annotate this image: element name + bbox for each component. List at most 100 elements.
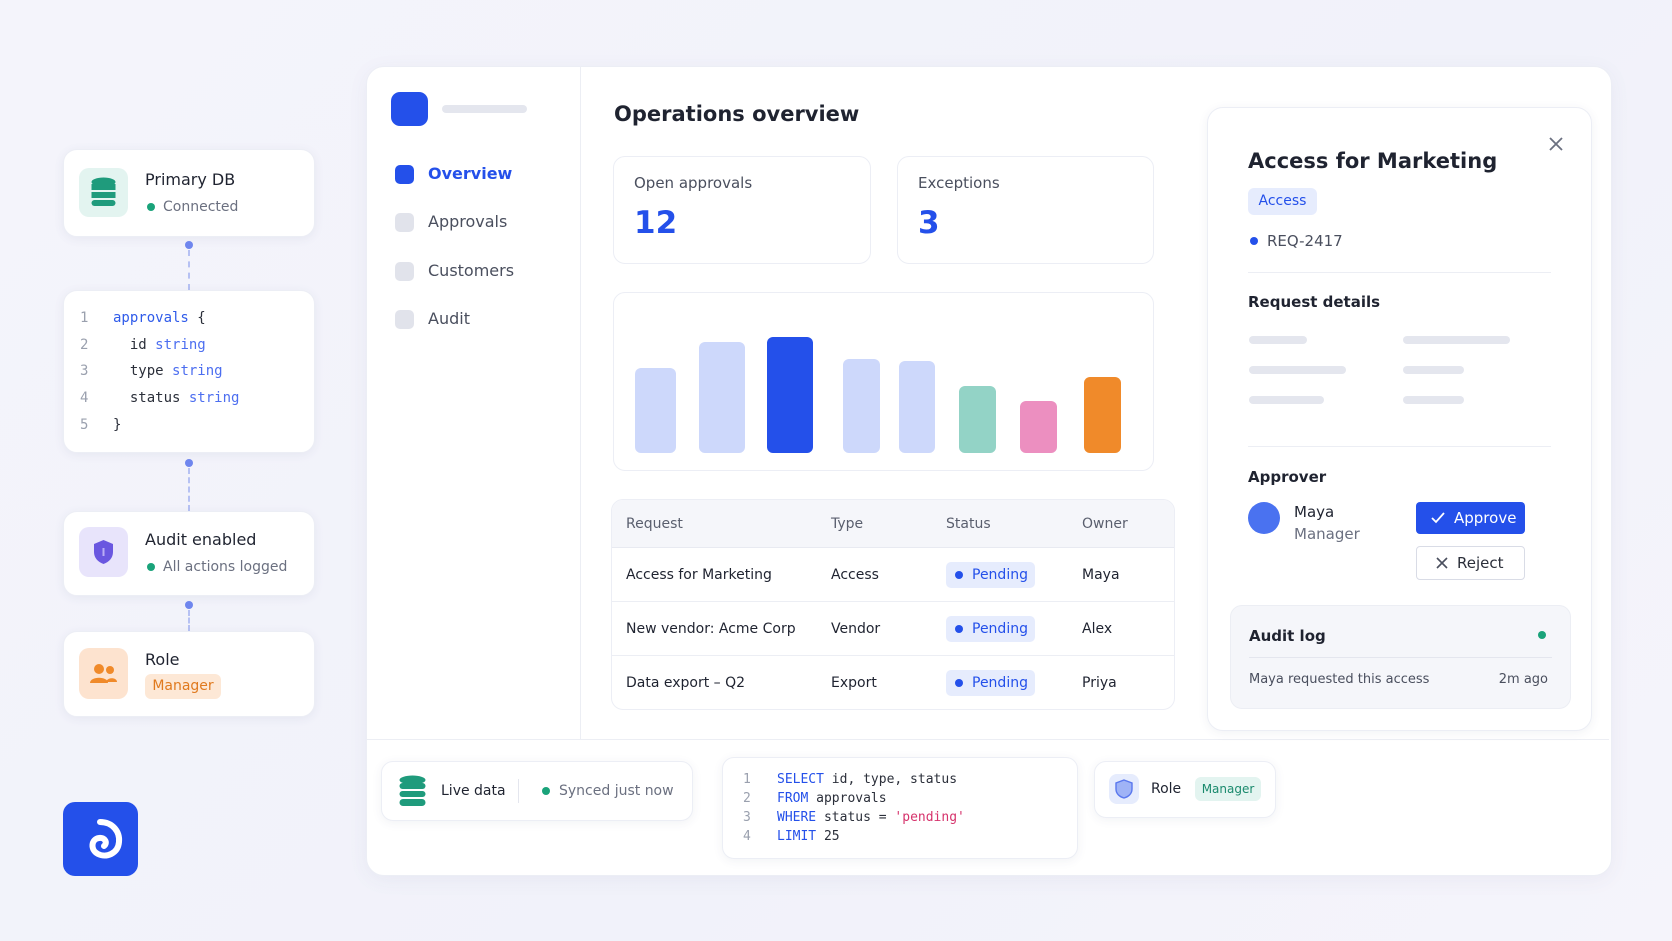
role-card: Role Manager [63, 631, 315, 717]
nav-item[interactable]: Approvals [428, 212, 508, 232]
audit-log: Audit log Maya requested this access 2m … [1230, 605, 1571, 709]
code-token: approvals [113, 310, 189, 326]
line-number: 2 [743, 791, 751, 806]
detail-panel: Access for Marketing Access REQ-2417 Req… [1207, 107, 1592, 731]
nav-item[interactable]: Customers [428, 260, 515, 280]
close-button[interactable] [1548, 136, 1564, 152]
shield-icon [79, 527, 128, 577]
bar [959, 385, 996, 453]
bar [1084, 377, 1121, 453]
column-header: Type [831, 516, 864, 532]
code-line: LIMIT 25 [777, 827, 840, 847]
table-cell: Export [831, 675, 877, 691]
placeholder [1403, 396, 1464, 404]
line-number: 3 [743, 810, 751, 825]
table-cell: Data export – Q2 [626, 675, 746, 691]
status-text: Pending [972, 675, 1028, 691]
audit-title: Audit enabled [145, 530, 257, 549]
detail-title: Access for Marketing [1248, 149, 1498, 173]
status-dot [147, 203, 155, 211]
table-cell: Priya [1082, 675, 1117, 691]
table-cell: Vendor [831, 621, 881, 637]
placeholder [1249, 396, 1324, 404]
line-number: 1 [80, 310, 89, 326]
bar [1020, 400, 1057, 453]
status-dot [955, 679, 963, 687]
audit-card: Audit enabled All actions logged [63, 511, 315, 596]
status-dot [1538, 631, 1546, 639]
status-text: Pending [972, 621, 1028, 637]
database-title: Primary DB [145, 170, 236, 189]
database-icon [79, 168, 128, 217]
avatar [1248, 502, 1280, 534]
reject-button[interactable]: Reject [1416, 546, 1525, 580]
bar [699, 342, 745, 453]
code-token: status [113, 390, 189, 407]
code-token: { [188, 310, 206, 326]
line-number: 4 [80, 390, 89, 407]
code-token: 'pending' [894, 810, 965, 825]
code-token: string [172, 363, 223, 380]
nav-item[interactable]: Overview [428, 164, 513, 183]
detail-tag: Access [1258, 193, 1307, 209]
schema-card: 1 approvals {2 id string 3 type string 4 st… [63, 290, 315, 453]
stat-card: Open approvals 12 [613, 156, 871, 264]
audit-time: 2m ago [1498, 672, 1548, 687]
audit-status: All actions logged [163, 559, 288, 575]
bar [843, 359, 880, 453]
table-cell: Access [831, 567, 879, 583]
live-label: Live data [441, 783, 506, 799]
nav-item[interactable]: Audit [428, 308, 470, 328]
requests-table: Request Type Status Owner Access for Marketi… [611, 499, 1175, 710]
connector [188, 610, 190, 631]
placeholder [1249, 366, 1346, 374]
divider [1248, 272, 1551, 273]
page-title: Operations overview [614, 102, 860, 126]
approve-button[interactable]: Approve [1416, 502, 1525, 534]
code-token: id, type, status [823, 772, 958, 787]
column-header: Status [946, 516, 991, 532]
bar [635, 367, 676, 453]
status-dot [542, 787, 550, 795]
status-dot [955, 625, 963, 633]
bar [767, 336, 813, 453]
column-header: Request [626, 516, 683, 532]
database-card: Primary DB Connected [63, 149, 315, 237]
placeholder [1249, 336, 1307, 344]
placeholder [1403, 336, 1510, 344]
approve-label: Approve [1454, 509, 1517, 527]
code-line: status string [113, 388, 240, 408]
approver-heading: Approver [1248, 468, 1327, 486]
code-line: } [113, 415, 121, 435]
brand-mark [391, 92, 428, 126]
code-token: 25 [816, 829, 840, 844]
status-dot [955, 571, 963, 579]
table-header [612, 500, 1174, 548]
table-cell: Maya [1082, 567, 1120, 583]
stat-label: Open approvals [634, 174, 753, 192]
table-cell: New vendor: Acme Corp [626, 621, 796, 637]
audit-entry: Maya requested this access [1249, 672, 1430, 687]
stat-label: Exceptions [918, 174, 1000, 192]
nav-icon [395, 261, 414, 281]
nav-icon [395, 309, 414, 329]
footer-role-badge: Manager [1201, 782, 1255, 796]
code-token: LIMIT [777, 829, 817, 844]
stat-card: Exceptions 3 [897, 156, 1154, 264]
section-title: Request details [1248, 293, 1381, 311]
line-number: 1 [743, 772, 751, 787]
status-text: Pending [972, 567, 1028, 583]
divider [518, 779, 519, 803]
code-line: FROM approvals [777, 789, 887, 809]
audit-log-title: Audit log [1249, 627, 1326, 645]
row-divider [612, 601, 1174, 602]
request-id: REQ-2417 [1267, 232, 1343, 250]
code-line: SELECT id, type, status [777, 770, 957, 790]
connector [188, 468, 190, 511]
line-number: 3 [80, 363, 89, 380]
divider [1249, 657, 1552, 658]
status-dot [147, 563, 155, 571]
nav-icon [395, 165, 414, 184]
approver-role: Manager [1294, 525, 1360, 543]
